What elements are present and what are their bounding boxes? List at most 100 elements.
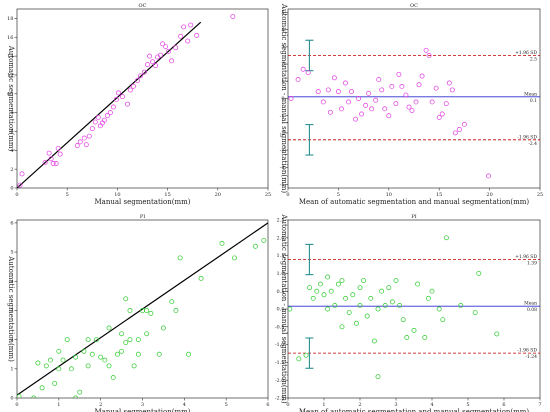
plot-area	[288, 235, 540, 380]
data-point	[68, 366, 74, 372]
data-point	[31, 395, 37, 398]
y-tick-label: 0	[10, 186, 13, 192]
x-tick-label: 5	[225, 402, 228, 408]
lower-loa-value: -2.4	[528, 141, 537, 147]
plot-area	[17, 14, 236, 188]
y-tick-label: 4	[10, 279, 13, 285]
data-point	[135, 337, 141, 343]
x-tick-label: 0	[286, 192, 289, 198]
data-point	[131, 363, 137, 369]
y-tick-label: 16	[7, 35, 13, 41]
data-point	[404, 335, 410, 340]
x-tick-label: 15	[164, 192, 170, 198]
y-axis-label: Automatic segmentation(mm)	[7, 45, 15, 152]
y-tick-label: -3	[280, 148, 285, 154]
data-point	[386, 285, 392, 291]
data-point	[50, 161, 56, 166]
lower-loa-value: -1.24	[525, 354, 537, 360]
y-tick-label: -1	[280, 113, 285, 119]
chart-panel-4: PI 0 1 2 3 4 5 6 7 -2.5 -2.0 -1.5 -1.0 -0.5 0.0 0.5 1.0 1…	[275, 213, 542, 412]
data-point	[346, 99, 351, 105]
x-tick-label: 10	[114, 192, 120, 198]
x-tick-label: 25	[537, 192, 543, 198]
plot-area	[288, 39, 540, 179]
data-point	[156, 351, 162, 357]
y-tick-label: 2	[281, 62, 284, 68]
data-point	[397, 302, 403, 308]
data-point	[114, 351, 120, 357]
upper-loa-value: 1.39	[527, 261, 537, 267]
data-point	[142, 69, 147, 75]
data-point	[232, 255, 237, 261]
data-point	[315, 89, 321, 95]
data-point	[173, 308, 179, 313]
y-tick-label: 0.5	[277, 289, 285, 295]
x-axis-label: Manual segmentation(mm)	[95, 408, 191, 412]
x-tick-label: 6	[502, 402, 505, 408]
chart-title: OC	[410, 3, 418, 9]
data-point	[94, 337, 99, 343]
data-point	[399, 84, 405, 89]
data-point	[53, 161, 59, 166]
y-tick-label: 5	[10, 250, 13, 256]
data-point	[166, 48, 172, 54]
data-point	[17, 394, 22, 398]
data-point	[127, 337, 133, 343]
data-point	[416, 82, 422, 88]
x-tick-label: 4	[430, 402, 433, 408]
y-tick-label: 4	[10, 148, 13, 154]
data-point	[476, 270, 482, 276]
chart-panel-1: OC 0 5 10 15 20 25 0 2 4 6 8 10 12 14 16 18 Manual segmen…	[7, 3, 271, 206]
data-point	[393, 101, 399, 107]
x-tick-label: 5	[337, 192, 340, 198]
data-point	[425, 295, 431, 301]
data-point	[113, 96, 119, 102]
x-tick-label: 2	[358, 402, 361, 408]
data-point	[127, 308, 133, 313]
x-tick-label: 10	[386, 192, 392, 198]
data-point	[107, 110, 113, 116]
data-point	[328, 288, 334, 294]
y-tick-label: -5	[280, 182, 285, 188]
data-point	[411, 327, 417, 333]
data-point	[95, 114, 101, 120]
data-point	[436, 114, 442, 120]
data-point	[349, 89, 354, 95]
data-point	[335, 89, 341, 95]
x-tick-label: 1	[322, 402, 325, 408]
data-point	[359, 111, 365, 117]
data-point	[219, 240, 225, 246]
data-point	[106, 363, 112, 369]
data-point	[439, 111, 445, 117]
data-point	[110, 104, 116, 110]
x-tick-label: 5	[466, 402, 469, 408]
chart-title: OC	[139, 3, 147, 9]
data-point	[296, 356, 302, 362]
y-tick-label: 0.0	[277, 307, 285, 313]
y-tick-label: 1.5	[277, 253, 285, 259]
data-point	[379, 87, 385, 93]
data-point	[177, 255, 183, 261]
data-point	[81, 135, 87, 141]
data-point	[48, 357, 53, 363]
data-point	[422, 335, 428, 340]
mean-value: 0.08	[527, 307, 537, 313]
data-point	[356, 96, 362, 101]
y-tick-label: 18	[7, 16, 13, 22]
plot-frame	[16, 8, 269, 189]
data-point	[261, 237, 267, 243]
data-point	[85, 337, 91, 343]
y-axis-label: Automatic segmentation - manual segmenta…	[280, 213, 288, 403]
data-point	[456, 127, 462, 132]
regression-line	[17, 222, 268, 396]
mean-label: Mean	[524, 301, 537, 307]
data-point	[48, 156, 54, 162]
data-point	[382, 106, 388, 112]
y-tick-label: 2.5	[277, 218, 285, 224]
data-point	[357, 302, 363, 308]
data-point	[83, 142, 89, 148]
x-tick-label: 20	[486, 192, 492, 198]
y-tick-label: -1.0	[275, 342, 285, 348]
data-point	[366, 90, 372, 96]
data-point	[436, 306, 442, 312]
